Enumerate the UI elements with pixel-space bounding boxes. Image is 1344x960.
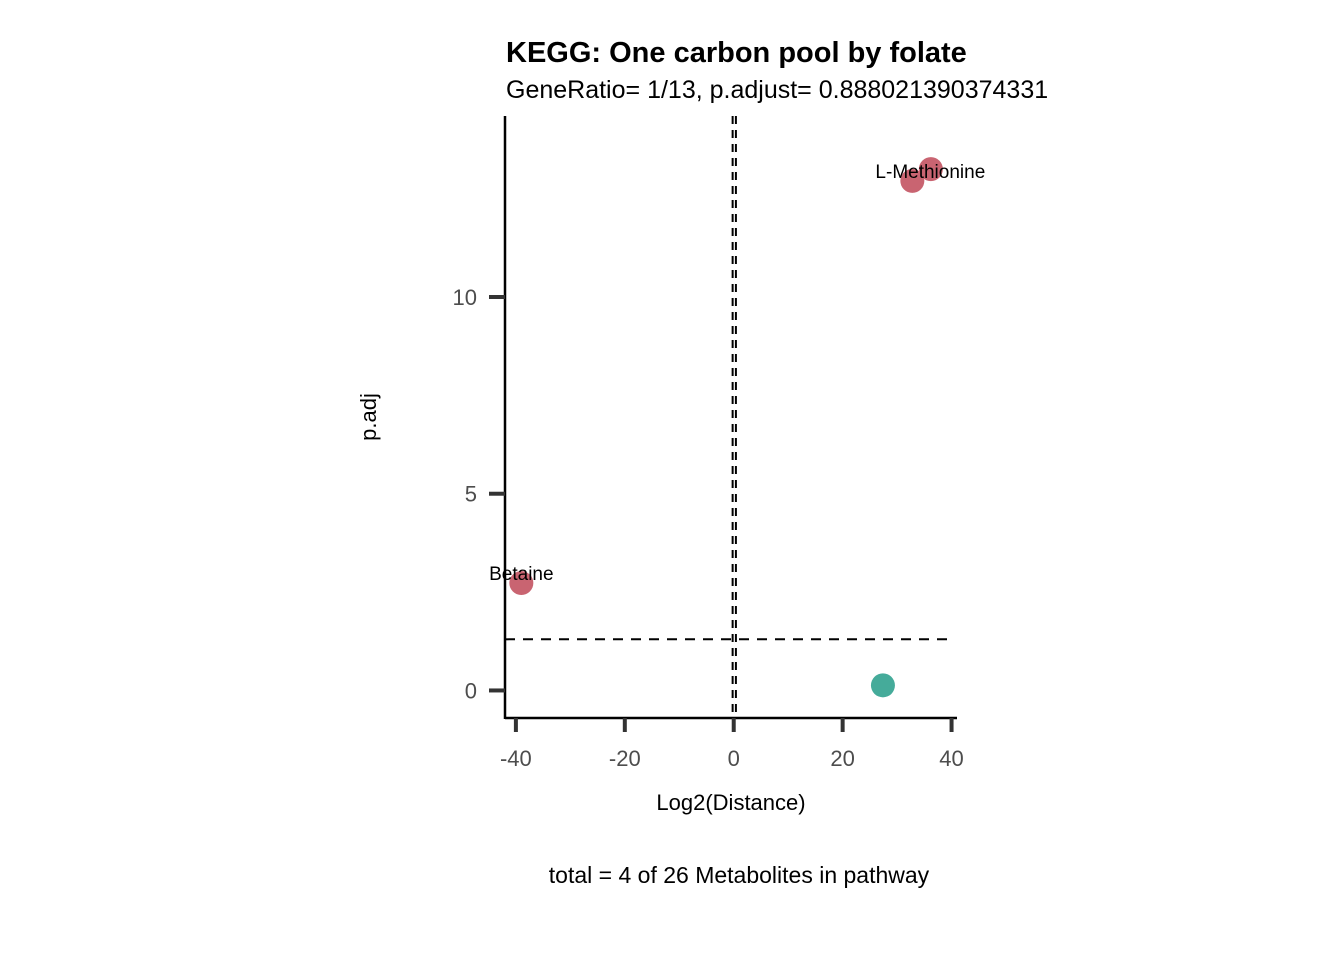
x-axis-title: Log2(Distance) — [656, 790, 805, 815]
reference-lines — [505, 116, 950, 718]
x-tick-label-2: 0 — [728, 746, 740, 771]
x-tick-label-1: -20 — [609, 746, 641, 771]
data-point-3 — [870, 673, 895, 698]
y-tick-label-1: 5 — [465, 482, 477, 507]
x-tick-label-4: 40 — [939, 746, 963, 771]
data-point-0 — [918, 157, 943, 182]
x-tick-label-0: -40 — [500, 746, 532, 771]
y-tick-label-0: 0 — [465, 678, 477, 703]
data-point-1 — [900, 168, 925, 193]
y-tick-label-2: 10 — [453, 285, 477, 310]
y-axis-ticks: 0 5 10 — [453, 285, 505, 703]
chart-title: KEGG: One carbon pool by folate — [506, 37, 967, 69]
y-axis-title: p.adj — [356, 393, 381, 441]
data-point-2 — [509, 571, 534, 596]
x-tick-label-3: 20 — [830, 746, 854, 771]
chart-caption: total = 4 of 26 Metabolites in pathway — [549, 862, 930, 888]
x-axis-ticks: -40 -20 0 20 40 — [500, 718, 964, 771]
chart-subtitle: GeneRatio= 1/13, p.adjust= 0.88802139037… — [506, 76, 1048, 104]
point-label-1: L-Methionine — [875, 162, 985, 183]
point-labels-layer: L-Methionine Betaine — [489, 162, 985, 585]
point-label-2: Betaine — [489, 564, 553, 585]
points-layer — [509, 157, 943, 698]
